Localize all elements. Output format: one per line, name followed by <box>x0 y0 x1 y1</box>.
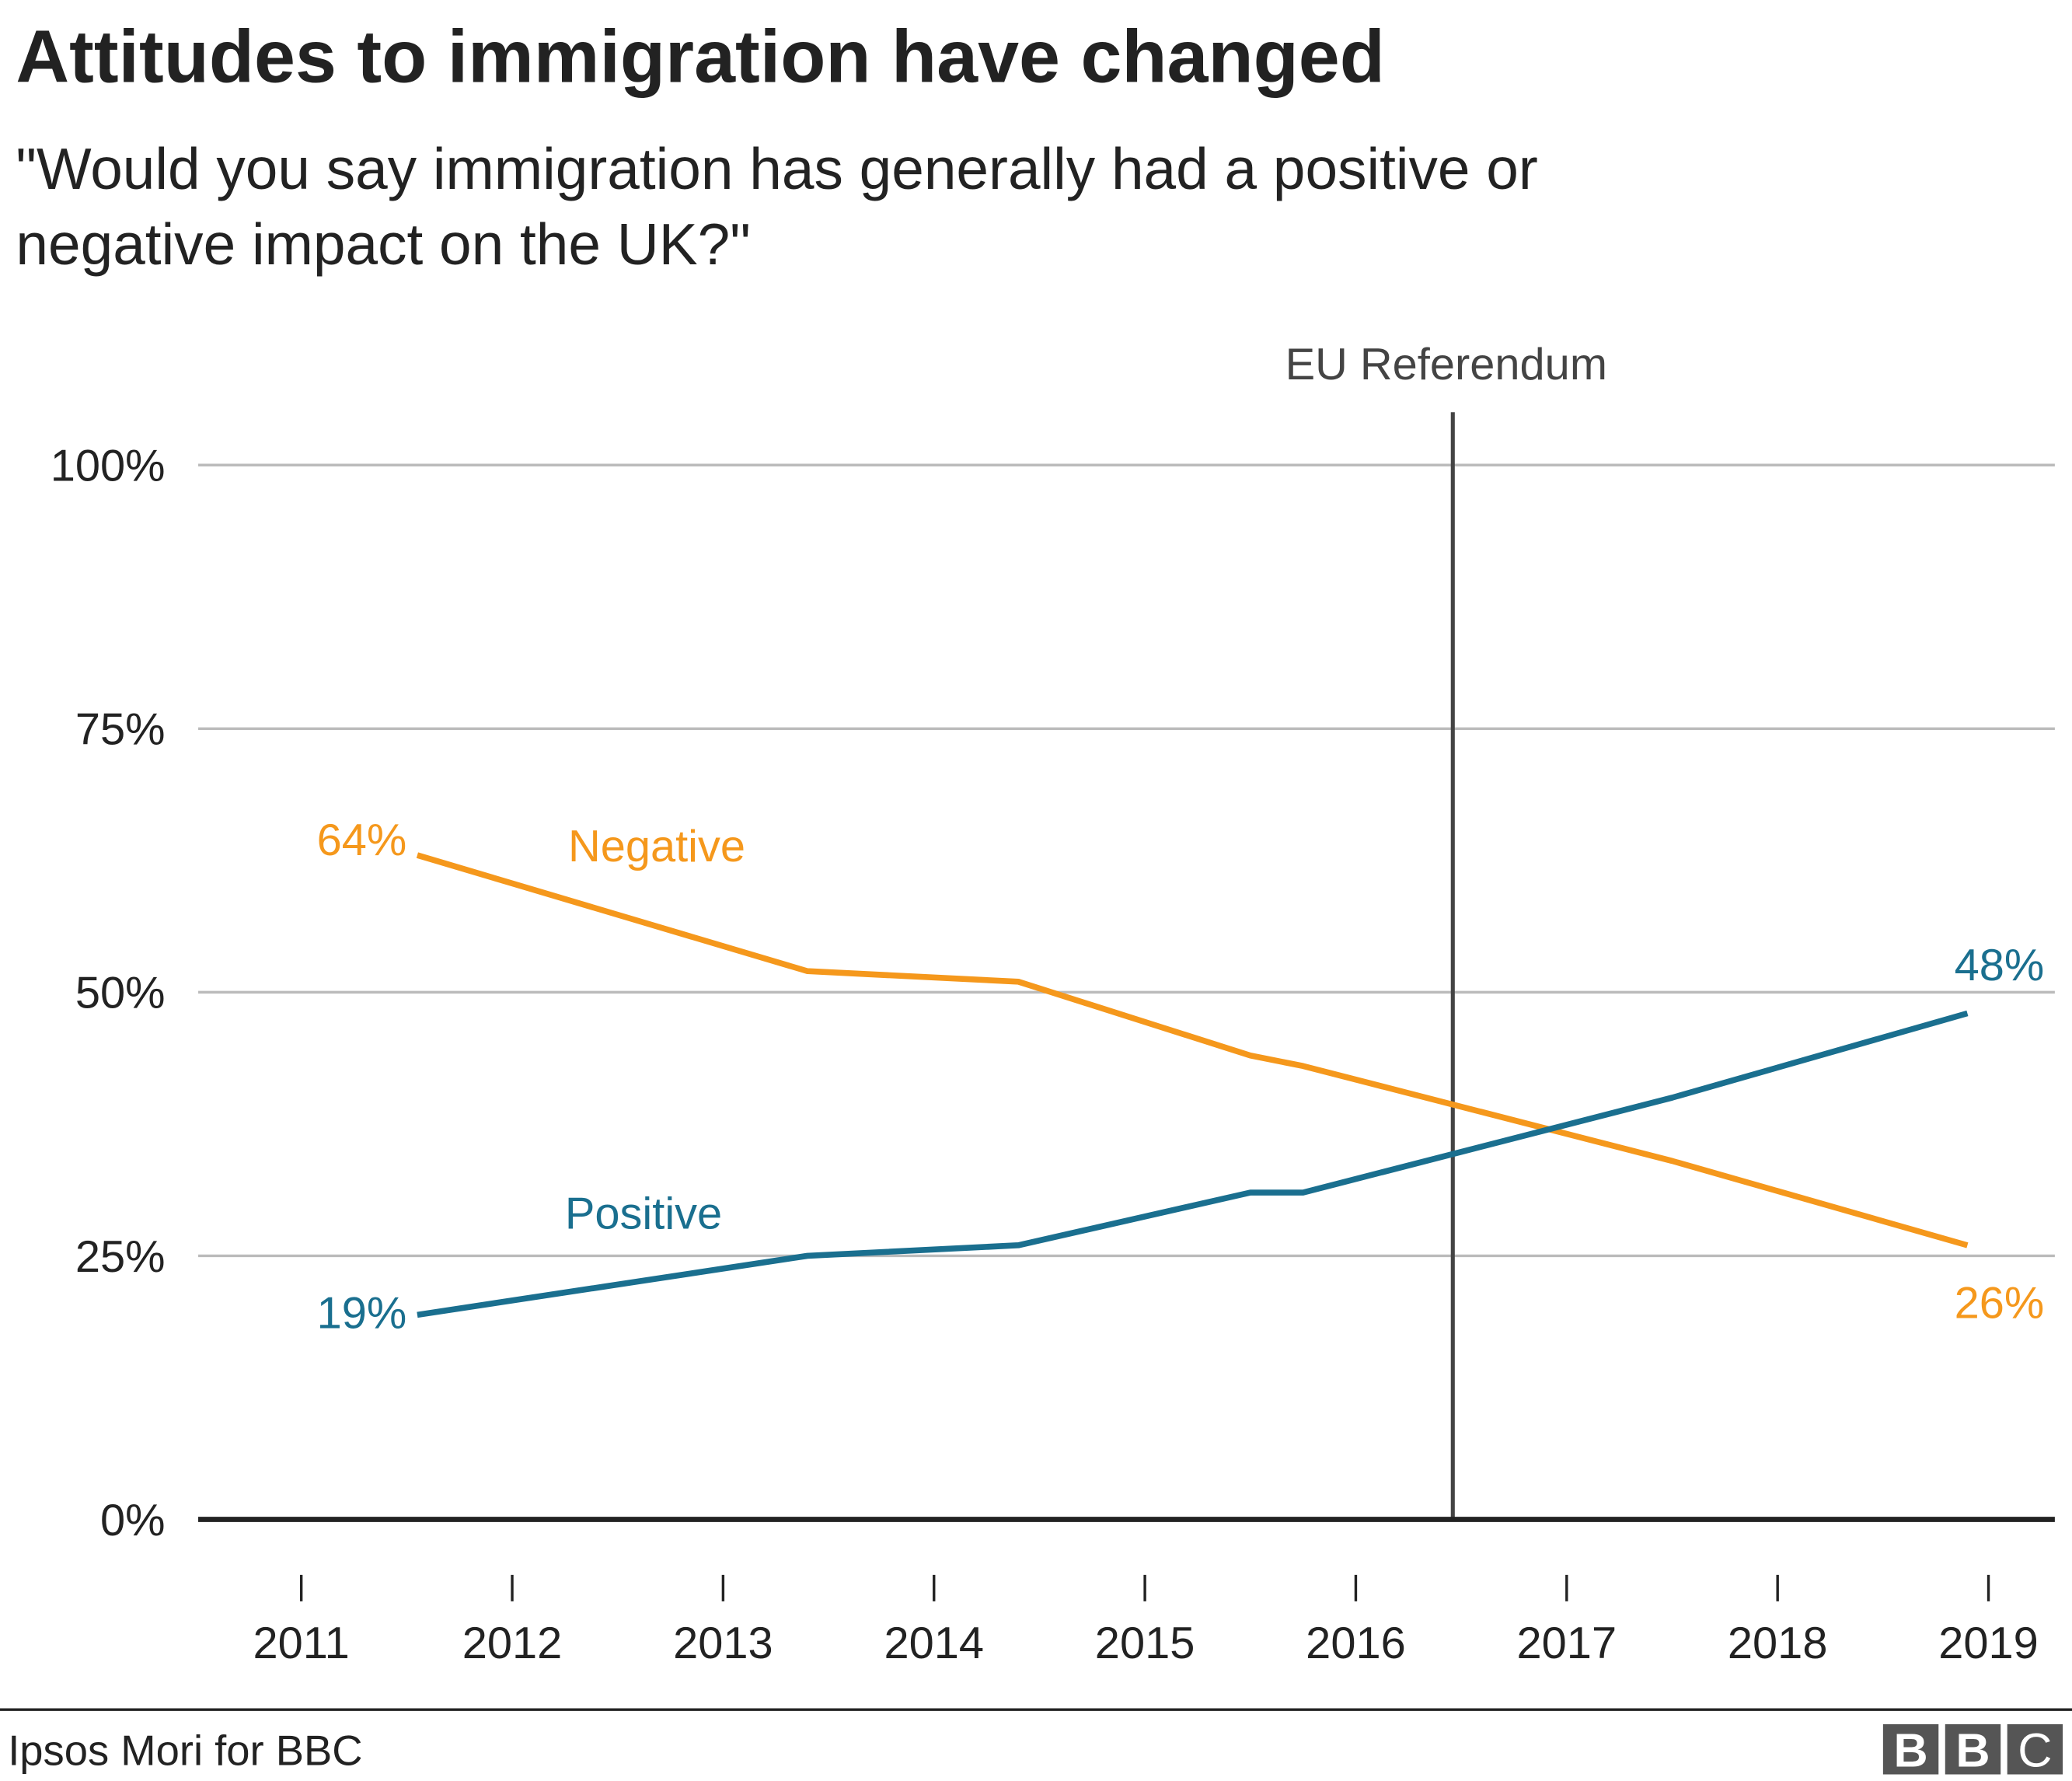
x-tick-label: 2014 <box>884 1619 984 1668</box>
x-tick-label: 2016 <box>1306 1619 1406 1668</box>
end-value-label: 26% <box>1955 1278 2045 1328</box>
series-line-negative <box>416 852 1969 1248</box>
y-tick-label: 25% <box>75 1232 166 1282</box>
x-tick-label: 2013 <box>673 1619 773 1668</box>
svg-text:B: B <box>1893 1723 1927 1776</box>
x-tick-label: 2011 <box>253 1619 350 1668</box>
y-tick-label: 50% <box>75 969 166 1018</box>
x-tick-label: 2012 <box>462 1619 563 1668</box>
start-value-label: 64% <box>317 815 407 865</box>
referendum-label: EU Referendum <box>1285 340 1607 389</box>
x-axis: 2011 2012 2013 2014 2015 2016 2017 2018 2019 <box>253 1574 2039 1668</box>
chart-subtitle-line-1: "Would you say immigration has generally… <box>16 136 1537 201</box>
start-value-label: 19% <box>317 1288 407 1338</box>
x-tick-label: 2015 <box>1095 1619 1195 1668</box>
chart-subtitle-line-2: negative impact on the UK?" <box>16 211 750 277</box>
bbc-logo: B B C <box>1882 1723 2063 1776</box>
annotations: EU Referendum <box>1285 340 1607 1520</box>
y-tick-label: 100% <box>51 442 166 491</box>
x-tick-label: 2017 <box>1517 1619 1617 1668</box>
source-note: Ipsos Mori for BBC <box>8 1727 362 1775</box>
end-value-label: 48% <box>1955 941 2045 990</box>
y-tick-label: 75% <box>75 705 166 755</box>
x-tick-label: 2018 <box>1728 1619 1828 1668</box>
y-axis: 0% 25% 50% 75% 100% <box>51 442 166 1545</box>
series-line-positive <box>417 1010 1969 1318</box>
y-tick-label: 0% <box>100 1496 166 1545</box>
series-lines: 64% 26% Negative 19% 48% Positive <box>317 815 2045 1338</box>
gridlines <box>198 463 2055 1258</box>
svg-text:C: C <box>2018 1723 2052 1776</box>
x-tick-label: 2019 <box>1938 1619 2039 1668</box>
svg-text:B: B <box>1955 1723 1990 1776</box>
chart-title: Attitudes to immigration have changed <box>16 16 1385 98</box>
series-name-label: Positive <box>565 1189 722 1239</box>
series-name-label: Negative <box>568 822 745 871</box>
